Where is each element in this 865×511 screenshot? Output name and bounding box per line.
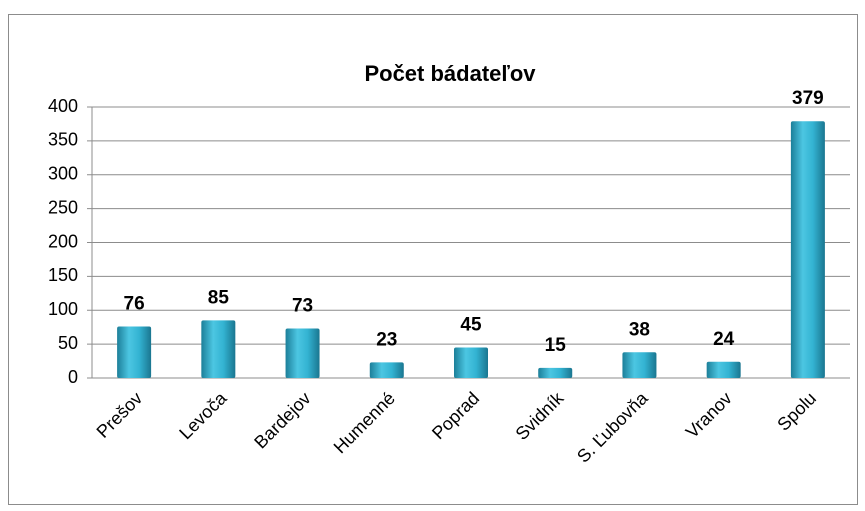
- y-tick-label: 350: [48, 130, 78, 150]
- y-tick-label: 50: [58, 333, 78, 353]
- bar: [706, 361, 741, 378]
- y-tick-label: 200: [48, 231, 78, 251]
- data-label: 38: [629, 319, 650, 340]
- bar: [538, 367, 573, 378]
- bar: [790, 121, 825, 378]
- data-label: 85: [208, 287, 230, 308]
- y-tick-label: 400: [48, 96, 78, 116]
- y-tick-label: 150: [48, 265, 78, 285]
- y-tick-label: 100: [48, 299, 78, 319]
- chart-frame: [8, 14, 858, 505]
- bar: [454, 347, 488, 378]
- bar: [369, 362, 404, 378]
- y-tick-label: 0: [68, 367, 78, 387]
- chart-title: Počet bádateľov: [364, 61, 536, 86]
- bar: [285, 328, 320, 378]
- data-label: 23: [376, 329, 397, 350]
- bar: [201, 320, 236, 378]
- y-tick-label: 250: [48, 197, 78, 217]
- data-label: 76: [124, 294, 145, 315]
- data-label: 45: [460, 315, 482, 336]
- bar: [622, 352, 657, 378]
- data-label: 24: [713, 329, 735, 350]
- data-label: 73: [292, 296, 313, 317]
- data-label: 15: [545, 335, 567, 356]
- y-tick-label: 300: [48, 164, 78, 184]
- bar: [117, 326, 152, 378]
- data-label: 379: [792, 88, 824, 109]
